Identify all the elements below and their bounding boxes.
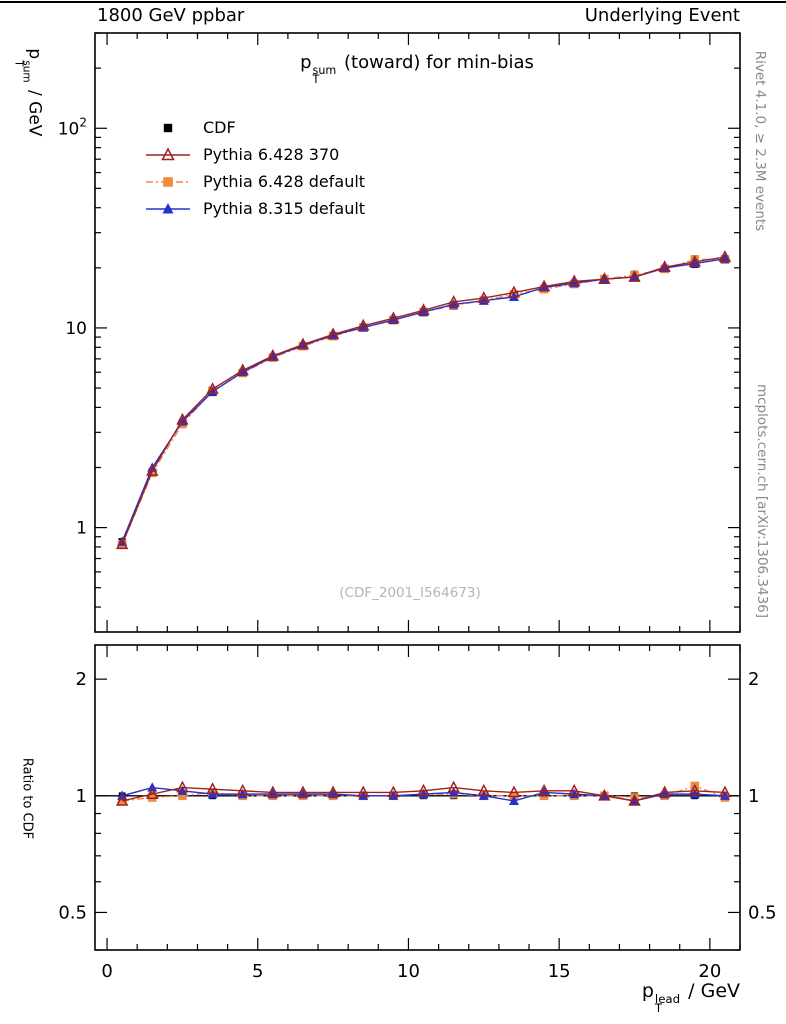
xlabel-sub: T	[654, 1001, 663, 1016]
series-py8_def	[117, 253, 730, 806]
rivet-version-note: Rivet 4.1.0, ≥ 2.3M events	[752, 50, 768, 232]
title-sub: T	[312, 72, 320, 86]
xlabel-rest: / GeV	[682, 980, 740, 1002]
ylabel-base: p	[24, 48, 45, 60]
ratio-tick-label-right: 1	[748, 786, 759, 807]
plot-title: p sum T (toward) for min-bias	[300, 52, 534, 85]
y-axis-label-ratio: Ratio to CDF	[19, 757, 35, 840]
mcplots-arxiv-note: mcplots.cern.ch [arXiv:1306.3436]	[754, 383, 770, 619]
analysis-id-watermark: (CDF_2001_I564673)	[339, 585, 481, 601]
y-axis-label-main: p sum T / GeV	[12, 32, 45, 152]
legend-marker-pythia8-default	[146, 202, 190, 214]
ylabel-sub: T	[12, 60, 24, 67]
series-py6_370	[115, 250, 732, 806]
y-tick-label: 1	[76, 519, 87, 539]
legend-label-pythia6-default: Pythia 6.428 default	[203, 172, 366, 191]
legend-marker-pythia6-370	[146, 146, 190, 160]
x-tick-label: 5	[252, 961, 263, 982]
title-rest: (toward) for min-bias	[338, 52, 534, 73]
ratio-panel-frame	[94, 644, 741, 951]
ylabel-subsup: sum T	[12, 60, 32, 82]
y-tick-label: 102	[58, 115, 87, 139]
ratio-tick-label-right: 0.5	[748, 902, 777, 923]
xlabel-base: p	[641, 980, 654, 1002]
legend-item-cdf: CDF	[145, 114, 365, 141]
legend-label-pythia8-default: Pythia 8.315 default	[203, 199, 366, 218]
x-tick-label: 0	[101, 961, 112, 982]
title-sup: sum	[312, 64, 337, 77]
xlabel-sup: lead	[654, 992, 681, 1006]
series-cdf	[118, 255, 729, 800]
title-base: p	[300, 52, 312, 73]
ratio-tick-label-left: 1	[76, 786, 87, 807]
main-panel-frame	[94, 32, 741, 633]
legend-marker-cdf	[163, 123, 173, 132]
legend-item-pythia6-default: Pythia 6.428 default	[145, 168, 365, 195]
series-py6_def	[117, 255, 730, 806]
x-tick-label: 10	[397, 961, 420, 982]
legend: CDF Pythia 6.428 370 Pythia 6.428 defaul…	[145, 114, 365, 222]
legend-marker-pythia6-default	[146, 176, 190, 187]
legend-item-pythia8-default: Pythia 8.315 default	[145, 195, 365, 222]
xlabel-subsup: lead T	[654, 992, 681, 1016]
ylabel-rest: / GeV	[24, 84, 45, 137]
x-tick-label: 20	[698, 961, 721, 982]
legend-label-cdf: CDF	[203, 118, 236, 137]
header-beam: 1800 GeV ppbar	[97, 5, 245, 26]
top-border-line	[0, 1, 786, 3]
title-subsup: sum T	[312, 64, 337, 86]
header-topic: Underlying Event	[584, 5, 740, 26]
ratio-tick-label-left: 0.5	[58, 902, 87, 923]
x-axis-label: p lead T / GeV	[641, 980, 740, 1016]
ratio-tick-label-left: 2	[76, 669, 87, 690]
legend-label-pythia6-370: Pythia 6.428 370	[203, 145, 340, 164]
y-tick-label: 10	[65, 319, 87, 339]
x-tick-label: 15	[548, 961, 571, 982]
axis-ticks: 0 5 10 15 20 1 10 102 0.5 0.5 1 1 2 2	[58, 32, 777, 982]
ratio-tick-label-right: 2	[748, 669, 759, 690]
legend-item-pythia6-370: Pythia 6.428 370	[145, 141, 365, 168]
